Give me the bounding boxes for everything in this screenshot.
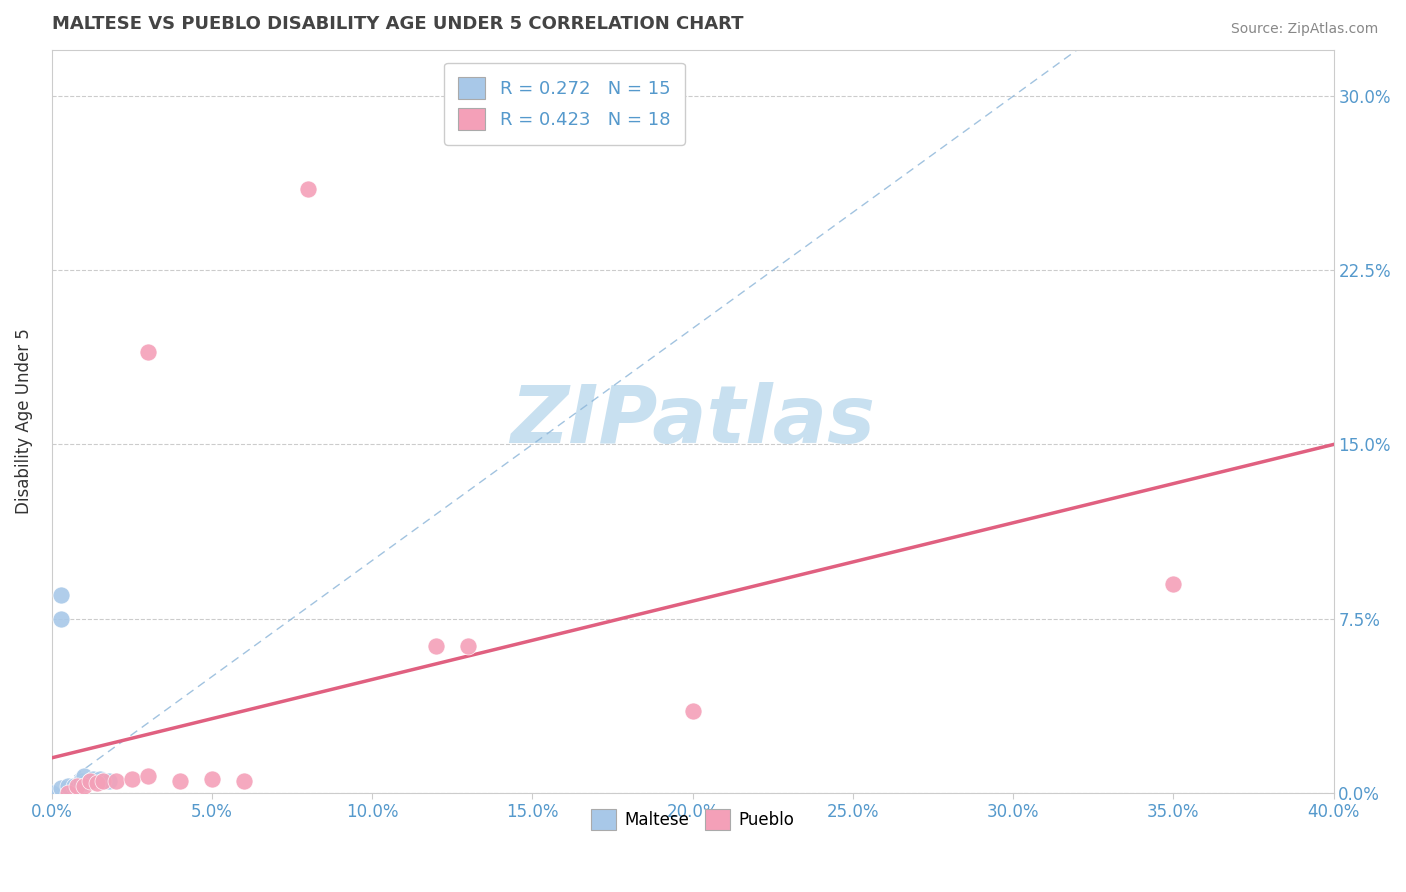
Legend: Maltese, Pueblo: Maltese, Pueblo (583, 803, 801, 837)
Point (56, 786, 79, 800)
Point (121, 772, 143, 786)
Point (66, 779, 89, 793)
Text: Source: ZipAtlas.com: Source: ZipAtlas.com (1230, 22, 1378, 37)
Point (169, 774, 191, 789)
Point (136, 344, 159, 359)
Point (73, 779, 96, 793)
Point (79, 774, 101, 789)
Text: MALTESE VS PUEBLO DISABILITY AGE UNDER 5 CORRELATION CHART: MALTESE VS PUEBLO DISABILITY AGE UNDER 5… (52, 15, 744, 33)
Point (297, 182, 319, 196)
Point (63, 779, 86, 793)
Point (86, 776, 108, 790)
Point (51, 780, 73, 795)
Point (91, 774, 114, 789)
Point (201, 772, 224, 786)
Point (56, 779, 79, 793)
Point (233, 774, 256, 789)
Point (425, 640, 447, 654)
Point (136, 769, 159, 783)
Point (79, 774, 101, 789)
Point (66, 780, 89, 795)
Point (51, 611, 73, 625)
Point (104, 774, 127, 789)
Point (98, 774, 121, 789)
Point (1161, 576, 1184, 591)
Point (69, 774, 91, 789)
Point (89, 772, 111, 786)
Point (82, 772, 104, 786)
Point (41, 786, 63, 800)
Point (51, 588, 73, 602)
Point (73, 769, 96, 783)
Point (73, 776, 96, 790)
Point (91, 774, 114, 789)
Text: ZIPatlas: ZIPatlas (510, 383, 875, 460)
Y-axis label: Disability Age Under 5: Disability Age Under 5 (15, 328, 32, 514)
Point (682, 705, 704, 719)
Point (457, 640, 479, 654)
